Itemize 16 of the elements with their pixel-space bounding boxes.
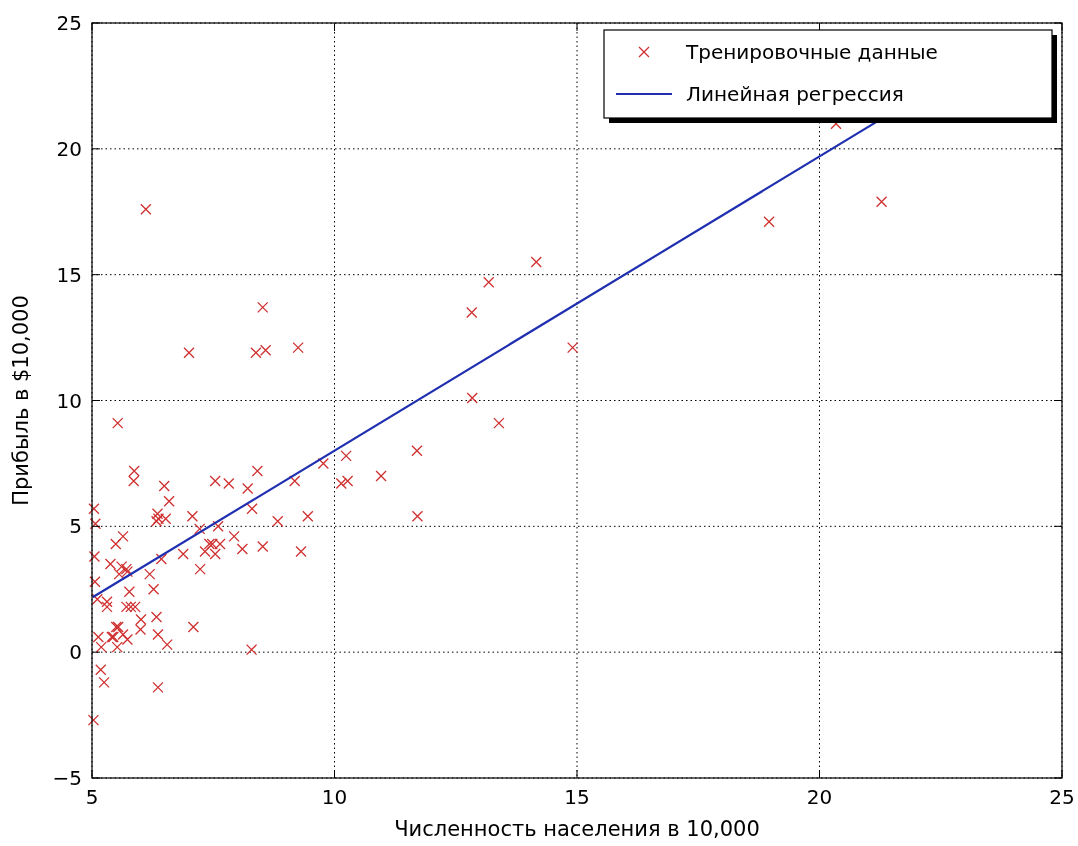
x-tick-label: 15 — [564, 785, 590, 809]
x-tick-label: 25 — [1049, 785, 1075, 809]
y-tick-label: 15 — [56, 262, 82, 287]
x-tick-label: 20 — [806, 785, 833, 809]
x-tick-label: 5 — [85, 785, 99, 809]
x-tick-label: 10 — [321, 785, 348, 809]
y-tick-label: 5 — [69, 514, 82, 539]
y-axis-title: Прибыль в $10,000 — [9, 295, 33, 506]
y-tick-label: 0 — [69, 640, 82, 665]
legend-label: Тренировочные данные — [685, 40, 938, 64]
x-axis-title: Численность населения в 10,000 — [394, 817, 760, 841]
y-tick-label: −5 — [52, 766, 82, 790]
y-tick-label: 25 — [56, 11, 82, 35]
legend-label: Линейная регрессия — [686, 82, 904, 106]
y-tick-label: 20 — [56, 136, 82, 161]
y-tick-label: 10 — [56, 388, 82, 413]
